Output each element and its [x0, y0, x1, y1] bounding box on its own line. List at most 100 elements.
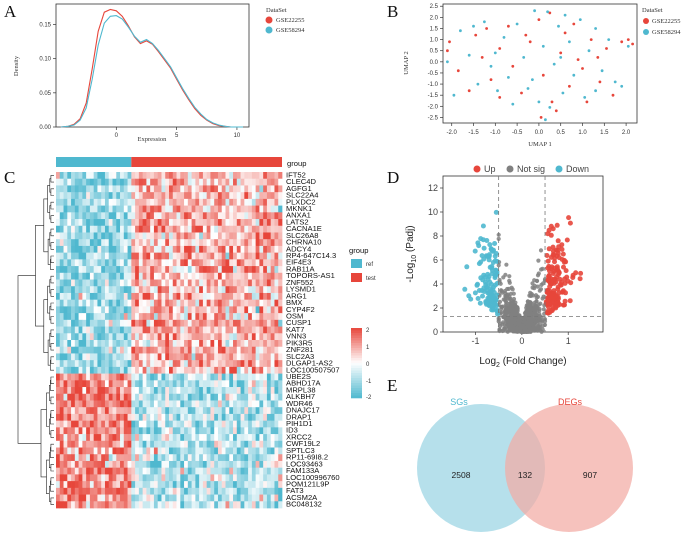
heatmap-cell: [217, 420, 223, 428]
heatmap-cell: [274, 259, 279, 267]
heatmap-cell: [248, 292, 253, 301]
heatmap-cell: [86, 481, 91, 489]
heatmap-cell: [180, 239, 185, 247]
heatmap-cell: [180, 467, 185, 475]
heatmap-cell: [259, 205, 264, 213]
heatmap-cell: [184, 413, 189, 421]
heatmap-cell: [259, 413, 264, 421]
heatmap-cell: [187, 413, 192, 421]
umap-legend-label-gse22255: GSE22255: [652, 18, 681, 25]
heatmap-cell: [259, 292, 264, 301]
heatmap-cell: [206, 373, 211, 381]
heatmap-cell: [78, 460, 83, 469]
volcano-point-up: [577, 276, 583, 282]
heatmap-cell: [221, 232, 226, 240]
heatmap-cell: [123, 259, 128, 267]
umap-point-gse58294: [446, 60, 449, 64]
heatmap-cell: [259, 380, 264, 388]
volcano-ylabel-rest: (Padj): [405, 225, 416, 254]
gene-label: SLC22A4: [286, 191, 319, 200]
heatmap-cell: [153, 205, 159, 213]
heatmap-cell: [180, 232, 185, 240]
heatmap-cell: [165, 239, 170, 247]
heatmap-cell: [221, 266, 226, 274]
heatmap-cell: [240, 440, 245, 448]
heatmap-cell: [199, 366, 204, 374]
heatmap-cell: [251, 447, 256, 455]
heatmap-cell: [229, 326, 234, 334]
heatmap-cell: [248, 360, 253, 368]
heatmap-cell: [248, 245, 253, 253]
heatmap-cell: [135, 232, 140, 240]
heatmap-cell: [263, 373, 268, 381]
heatmap-cell: [180, 440, 185, 448]
heatmap-cell: [248, 326, 253, 334]
heatmap-cell: [59, 474, 64, 482]
heatmap-cell: [135, 460, 140, 469]
heatmap-cell: [225, 420, 230, 428]
heatmap-cell: [195, 481, 200, 489]
heatmap-cell: [74, 420, 79, 428]
heatmap-cell: [89, 326, 95, 334]
heatmap-cell: [248, 219, 253, 227]
heatmap-cell: [221, 360, 226, 368]
heatmap-cell: [135, 292, 140, 301]
heatmap-cell: [195, 360, 200, 368]
heatmap-cell: [89, 440, 95, 448]
heatmap-cell: [112, 245, 117, 253]
heatmap-cell: [233, 192, 238, 200]
volcano-point-down: [462, 286, 468, 292]
umap-ytick-label: 2.0: [430, 15, 439, 21]
heatmap-cell: [63, 205, 68, 213]
heatmap-cell: [214, 259, 219, 267]
heatmap-cell: [221, 346, 226, 354]
heatmap-cell: [112, 319, 117, 327]
heatmap-cell: [82, 313, 87, 321]
umap-point-gse58294: [587, 49, 591, 53]
heatmap-cell: [101, 286, 106, 294]
heatmap-cell: [112, 286, 117, 294]
heatmap-cell: [195, 474, 200, 482]
heatmap-cell: [150, 272, 155, 280]
heatmap-cell: [169, 205, 174, 213]
heatmap-cell: [206, 460, 211, 469]
volcano-point-notsig: [528, 300, 533, 305]
heatmap-cell: [172, 427, 177, 435]
heatmap-cell: [82, 440, 87, 448]
color-scale-step: [351, 350, 362, 354]
heatmap-cell: [104, 319, 110, 327]
heatmap-cell: [233, 205, 238, 213]
heatmap-cell: [240, 286, 245, 294]
dendrogram-branch: [50, 175, 54, 183]
heatmap-cell: [255, 219, 260, 227]
heatmap-cell: [244, 434, 249, 442]
heatmap-cell: [191, 192, 196, 200]
heatmap-cell: [191, 373, 196, 381]
heatmap-cell: [165, 225, 170, 233]
umap-xlabel: UMAP 1: [528, 141, 551, 148]
heatmap-cell: [104, 447, 110, 455]
heatmap-cell: [135, 373, 140, 381]
umap-point-gse22255: [572, 22, 576, 26]
heatmap-cell: [82, 178, 87, 186]
heatmap-cell: [184, 427, 189, 435]
heatmap-cell: [89, 366, 95, 374]
heatmap-cell: [104, 279, 110, 287]
heatmap-cell: [108, 286, 113, 294]
heatmap-cell: [255, 373, 260, 381]
volcano-point-notsig: [509, 311, 514, 317]
heatmap-cell: [214, 501, 219, 509]
heatmap-cell: [191, 454, 196, 462]
heatmap-cell: [202, 454, 208, 462]
heatmap-cell: [244, 219, 249, 227]
density-plot: Expression Density DataSet GSE22255 GSE5…: [13, 3, 305, 143]
heatmap-cell: [169, 292, 174, 301]
heatmap-cell: [123, 353, 128, 361]
heatmap-cell: [217, 474, 223, 482]
heatmap-cell: [199, 373, 204, 381]
umap-xtick-label: -2.0: [447, 130, 458, 136]
heatmap-cell: [78, 447, 83, 455]
heatmap-cell: [187, 252, 192, 260]
heatmap-cell: [180, 353, 185, 361]
heatmap-cell: [157, 481, 162, 489]
